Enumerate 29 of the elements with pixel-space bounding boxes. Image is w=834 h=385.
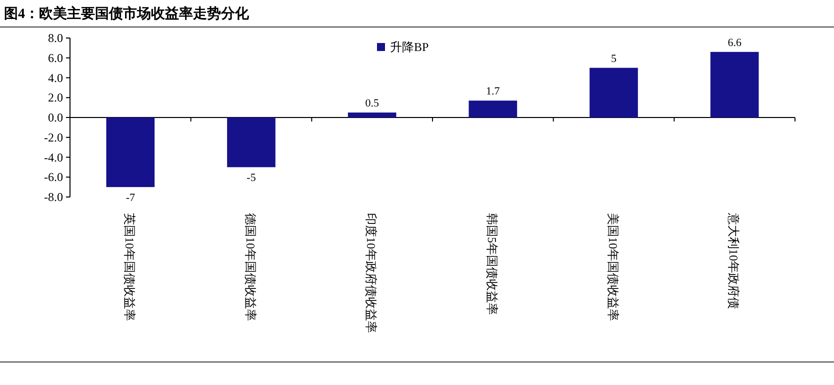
y-tick-label: -4.0 bbox=[44, 150, 63, 164]
bar bbox=[106, 118, 155, 188]
bar bbox=[227, 118, 276, 168]
data-label: 0.5 bbox=[365, 98, 380, 110]
y-tick-label: -8.0 bbox=[44, 190, 63, 204]
x-tick-label: 英国10年国债收益率 bbox=[122, 213, 136, 321]
data-label: 6.6 bbox=[728, 36, 742, 49]
x-tick-label: 意大利10年政府债 bbox=[726, 212, 741, 309]
x-tick-label: 美国10年国债收益率 bbox=[606, 213, 620, 321]
y-tick-label: -2.0 bbox=[44, 130, 63, 144]
y-tick-label: -6.0 bbox=[44, 170, 63, 184]
bar bbox=[590, 68, 638, 118]
y-tick-label: 2.0 bbox=[48, 90, 63, 105]
data-label: 1.7 bbox=[486, 86, 500, 98]
legend-label: 升降BP bbox=[390, 40, 430, 54]
x-tick-label: 韩国5年国债收益率 bbox=[484, 213, 499, 315]
bar bbox=[348, 112, 396, 118]
y-tick-label: 6.0 bbox=[48, 50, 63, 65]
bar bbox=[468, 100, 518, 118]
bar bbox=[710, 52, 759, 118]
y-tick-label: 0.0 bbox=[48, 110, 63, 124]
x-tick-label: 德国10年国债收益率 bbox=[243, 213, 258, 321]
data-label: -5 bbox=[246, 172, 256, 184]
data-label: -7 bbox=[126, 192, 136, 204]
chart-title: 图4：欧美主要国债市场收益率走势分化 bbox=[4, 5, 250, 22]
y-tick-label: 8.0 bbox=[48, 31, 63, 45]
x-tick-label: 印度10年政府债收益率 bbox=[364, 213, 378, 333]
y-tick-label: 4.0 bbox=[48, 70, 63, 85]
data-label: 5 bbox=[611, 52, 617, 65]
